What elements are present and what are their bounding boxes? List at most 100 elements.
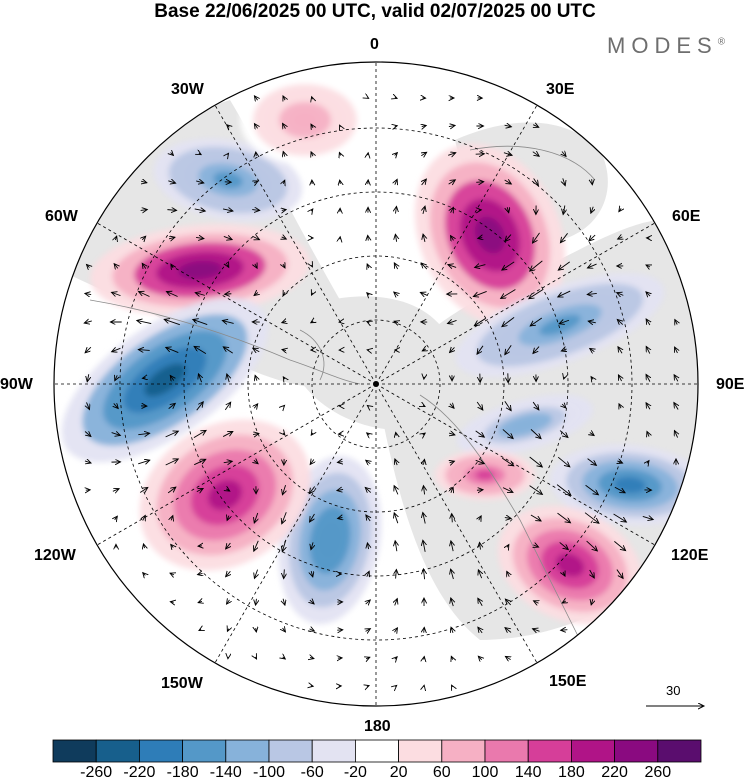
wind-vector-342 (591, 599, 593, 605)
latitude-circle-0 (311, 319, 441, 449)
wind-vector-302 (423, 540, 425, 552)
wind-vector-168 (590, 348, 595, 351)
wind-vector-304 (480, 542, 481, 550)
lon-label-60w: 60W (45, 208, 78, 225)
wind-vector-298 (282, 540, 285, 551)
wind-vector-114 (254, 292, 258, 295)
wind-vector-331 (283, 598, 285, 605)
wind-vector-64 (507, 207, 508, 212)
wind-vector-35 (168, 181, 175, 183)
wind-vector-17 (504, 125, 512, 127)
colorbar-tick-label: 180 (558, 764, 585, 781)
wind-vector-73 (223, 236, 232, 239)
wind-vector-24 (311, 152, 313, 156)
east-siberia-low (550, 444, 698, 526)
wind-vector-190 (86, 402, 89, 409)
lon-label-60e: 60E (672, 208, 701, 225)
wind-vector-92 (171, 264, 173, 268)
wind-vector-9 (254, 124, 257, 129)
wind-vector-112 (195, 293, 205, 296)
wind-vector-339 (505, 599, 510, 606)
wind-vector-84 (532, 232, 540, 243)
wind-vector-163 (450, 347, 455, 352)
meridian-300 (90, 218, 377, 385)
wind-vector-128 (84, 321, 92, 323)
wind-vector-122 (501, 289, 516, 299)
wind-vector-250 (647, 461, 649, 464)
wind-vector-283 (423, 512, 425, 524)
wind-vector-281 (366, 515, 370, 522)
colorbar-swatch-7 (354, 739, 399, 763)
wind-vector-209 (84, 432, 91, 437)
wind-vector-211 (138, 433, 149, 434)
wind-vector-49 (563, 178, 565, 185)
wind-vector-244 (475, 460, 485, 463)
wind-vector-305 (507, 545, 509, 548)
wind-vector-349 (366, 629, 371, 632)
wind-vector-347 (310, 629, 315, 631)
wind-vector-107 (646, 265, 650, 267)
wind-vector-233 (165, 459, 179, 466)
wind-vector-345 (256, 628, 257, 632)
wind-vector-53 (194, 209, 206, 211)
wind-vector-104 (558, 261, 570, 270)
wind-vector-71 (168, 237, 175, 239)
meridian-210 (210, 383, 377, 670)
wind-vector-318 (367, 571, 369, 576)
wind-vector-119 (420, 292, 428, 295)
wind-vector-148 (646, 319, 650, 326)
wind-vector-4 (395, 98, 397, 99)
wind-vector-152 (138, 350, 150, 351)
wind-vector-330 (256, 598, 257, 605)
lon-label-150w: 150W (161, 675, 203, 692)
wind-vector-32 (532, 152, 539, 157)
wind-vector-303 (451, 541, 453, 552)
wind-vector-176 (198, 374, 201, 383)
wind-vector-206 (619, 404, 621, 408)
wind-vector-105 (587, 264, 597, 268)
wind-vector-268 (529, 485, 543, 495)
wind-vector-358 (255, 657, 256, 659)
wind-vector-21 (227, 153, 228, 154)
wind-vector-54 (222, 209, 233, 211)
wind-vector-315 (284, 569, 285, 578)
wind-vector-25 (339, 152, 340, 155)
wind-vector-18 (533, 125, 539, 128)
wind-vector-2 (312, 97, 313, 100)
wind-vector-325 (590, 569, 595, 578)
colorbar-swatch-3 (182, 739, 227, 763)
meridian-120 (375, 383, 662, 550)
colorbar-swatch-9 (441, 739, 486, 763)
wind-vector-150 (85, 346, 92, 353)
wind-vector-50 (592, 179, 593, 185)
wind-vector-313 (226, 571, 231, 576)
wind-vector-36 (196, 181, 204, 183)
wind-vector-90 (114, 264, 118, 269)
wind-vector-10 (283, 123, 286, 128)
lon-label-30w: 30W (171, 81, 204, 98)
greenland-high (90, 224, 310, 316)
wind-vector-138 (367, 321, 369, 322)
wind-vector-89 (86, 264, 89, 267)
colorbar-tick-label: 220 (601, 764, 628, 781)
wind-vector-362 (366, 657, 370, 659)
wind-vector-41 (340, 180, 341, 184)
wind-vector-147 (617, 319, 622, 324)
wind-vector-79 (395, 234, 396, 242)
wind-vector-87 (618, 237, 623, 239)
wind-vector-196 (254, 404, 257, 408)
wind-vector-343 (199, 629, 201, 630)
wind-vector-61 (423, 206, 425, 214)
colorbar-swatch-1 (95, 739, 140, 763)
wind-vector-101 (475, 265, 486, 268)
colorbar-swatch-2 (138, 739, 183, 763)
wind-vector-271 (614, 486, 625, 493)
wind-vector-45 (448, 180, 456, 184)
wind-vector-113 (225, 294, 232, 295)
wind-vector-279 (310, 513, 315, 522)
wind-vector-173 (115, 375, 117, 380)
wind-vector-312 (198, 573, 203, 574)
wind-vector-314 (254, 569, 257, 579)
wind-vector-187 (618, 375, 621, 382)
colorbar-swatch-12 (571, 739, 616, 763)
